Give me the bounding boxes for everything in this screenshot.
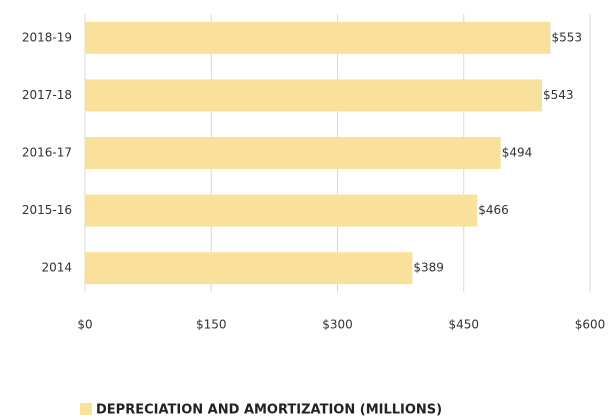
legend-label: DEPRECIATION AND AMORTIZATION (MILLIONS) [96, 403, 442, 418]
value-label: $466 [478, 203, 509, 217]
value-label: $543 [543, 88, 574, 102]
value-label: $389 [413, 261, 444, 275]
y-tick-label: 2018-19 [22, 30, 72, 44]
bar [85, 21, 551, 54]
bar [85, 79, 543, 112]
value-label: $494 [502, 146, 533, 160]
x-tick-label: $600 [575, 318, 606, 332]
y-tick-label: 2014 [41, 261, 72, 275]
x-tick-label: $150 [196, 318, 227, 332]
bar [85, 252, 413, 285]
bar [85, 137, 501, 169]
legend-swatch [80, 403, 92, 415]
value-label: $553 [551, 30, 582, 44]
x-tick-label: $0 [77, 318, 92, 332]
y-tick-label: 2017-18 [22, 88, 72, 102]
x-tick-label: $450 [448, 318, 479, 332]
y-tick-label: 2015-16 [22, 203, 72, 217]
x-tick-label: $300 [322, 318, 353, 332]
y-tick-label: 2016-17 [22, 146, 72, 160]
bar [85, 194, 478, 227]
